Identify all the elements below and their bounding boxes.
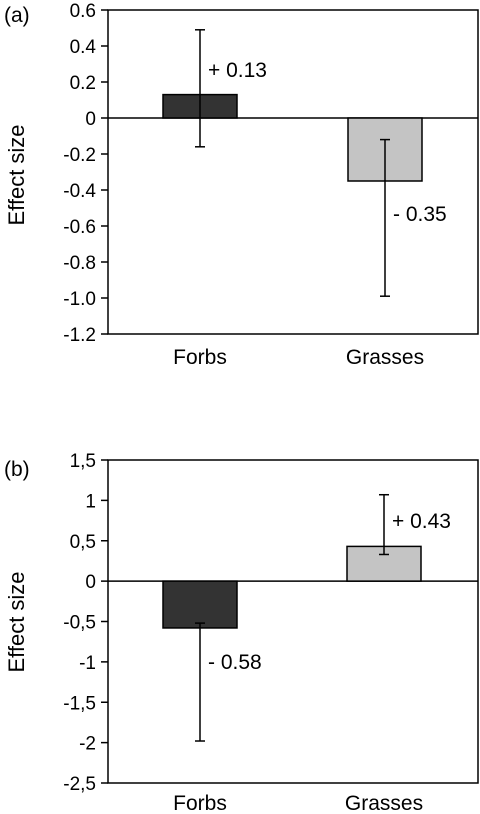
- panel-b-y-tick-label: -2,5: [63, 774, 96, 795]
- panel-a-category-forbs: Forbs: [173, 346, 227, 369]
- panel-b-y-tick-label: -0,5: [63, 613, 96, 634]
- panel-a-y-tick-label: -1.0: [63, 289, 96, 310]
- panel-a-y-tick-label: -1.2: [63, 325, 96, 346]
- panel-a-y-tick-label: 0.6: [70, 1, 96, 22]
- panel-a: (a) Effect size 0.6 0.4 0.2 0 -0.2 -0.4 -0.6 -0…: [4, 1, 479, 369]
- panel-b-y-ticks: 1,5 1 0,5 0 -0,5 -1 -1,5 -2 -2,5: [63, 451, 108, 795]
- panel-a-data-label-forbs: + 0.13: [208, 59, 267, 82]
- panel-a-y-tick-label: -0.2: [63, 145, 96, 166]
- panel-b-category-grasses: Grasses: [345, 792, 423, 814]
- panel-a-y-tick-label: 0: [85, 109, 96, 130]
- panel-a-y-tick-label: -0.8: [63, 253, 96, 274]
- panel-b-data-label-grasses: + 0.43: [392, 510, 451, 533]
- panel-a-category-grasses: Grasses: [346, 346, 424, 369]
- panel-a-label: (a): [4, 4, 30, 27]
- panel-b-data-label-forbs: - 0.58: [208, 651, 262, 674]
- panel-a-y-tick-label: 0.2: [70, 73, 96, 94]
- panel-a-data-label-grasses: - 0.35: [393, 203, 447, 226]
- panel-a-y-ticks: 0.6 0.4 0.2 0 -0.2 -0.4 -0.6 -0.8 -1.0 -1.2: [63, 1, 108, 346]
- panel-a-error-bars: [195, 29, 390, 297]
- panel-b: (b) Effect size 1,5 1 0,5 0 -0,5 -1 -1,5 -2 -2,5…: [4, 451, 479, 814]
- panel-b-y-tick-label: 0,5: [70, 532, 96, 553]
- panel-a-plot-frame: [107, 9, 479, 335]
- panel-a-y-tick-label: -0.6: [63, 217, 96, 238]
- panel-b-y-tick-label: 1,5: [70, 451, 96, 472]
- panel-b-y-tick-label: 1: [85, 491, 96, 512]
- panel-a-y-axis-label: Effect size: [4, 124, 29, 225]
- panel-b-y-tick-label: -1,5: [63, 693, 96, 714]
- panel-b-y-tick-label: -1: [79, 653, 96, 674]
- panel-b-y-tick-label: 0: [85, 572, 96, 593]
- panel-b-label: (b): [4, 458, 30, 481]
- panel-b-error-bars: [195, 493, 389, 742]
- panel-b-y-axis-label: Effect size: [4, 571, 29, 672]
- panel-b-bars: [162, 545, 422, 629]
- panel-a-y-tick-label: 0.4: [70, 37, 97, 58]
- panel-b-category-forbs: Forbs: [173, 792, 227, 814]
- panel-b-bar-forbs: [162, 580, 238, 629]
- panel-a-bars: [162, 93, 423, 182]
- panel-b-y-tick-label: -2: [79, 734, 96, 755]
- panel-a-y-tick-label: -0.4: [63, 181, 96, 202]
